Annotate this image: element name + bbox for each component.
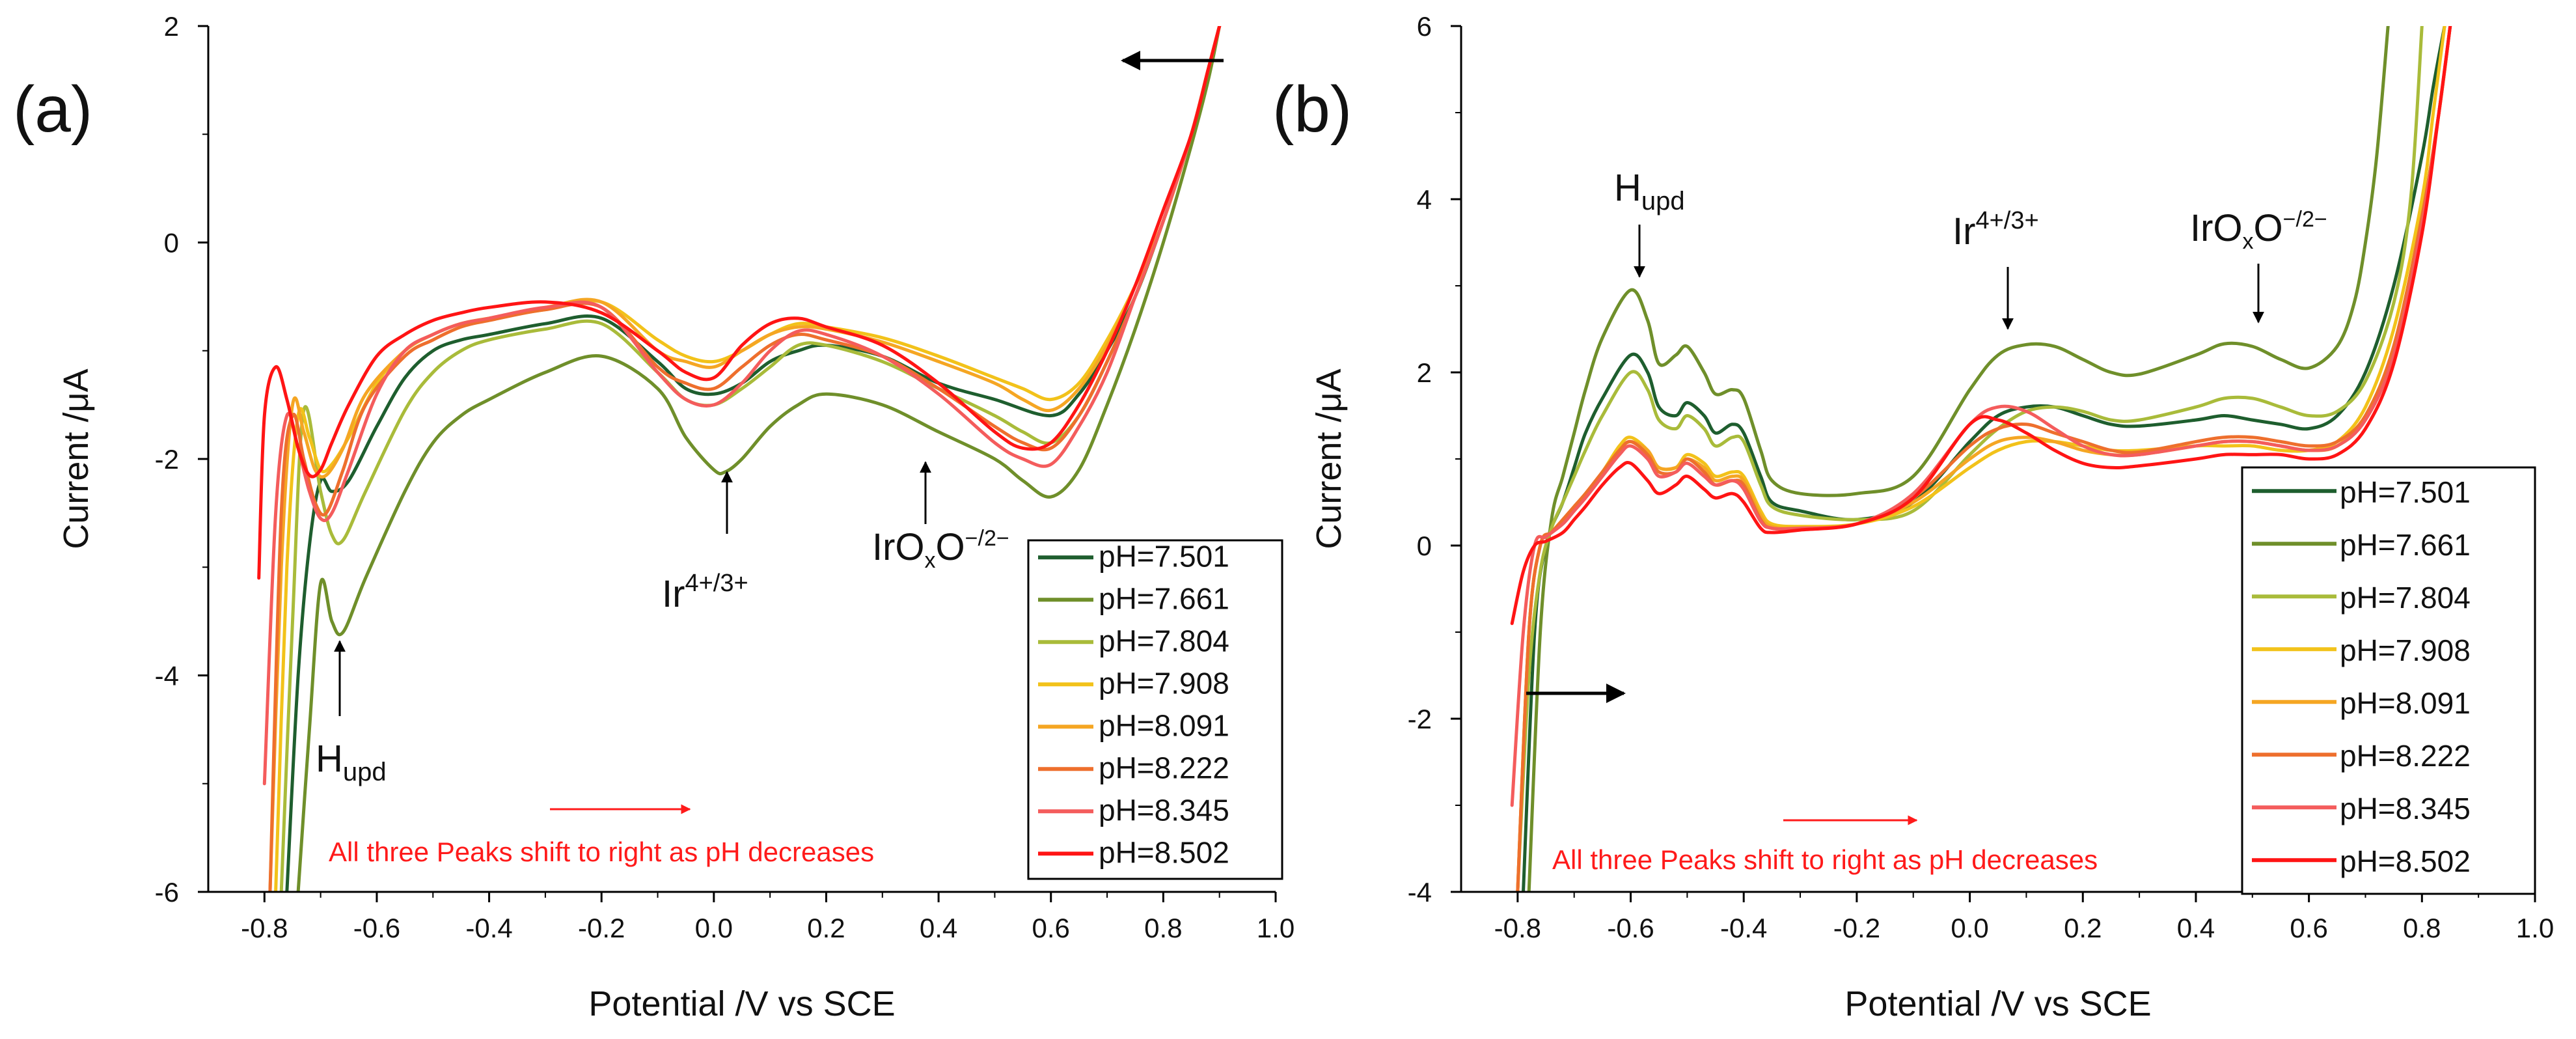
legend-label: pH=8.502: [1099, 835, 1229, 869]
panel-a-y-tick-label: -6: [155, 877, 179, 907]
panel-a-label: (a): [13, 73, 92, 146]
panel-b-ir-label: Ir4+/3+: [1953, 207, 2039, 253]
panel-a-series-pH-8_345: [262, 26, 1222, 786]
panel-b-series-pH-7_804: [1516, 26, 2424, 892]
panel-b-y-tick-label: -2: [1408, 704, 1432, 734]
panel-a-legend: pH=7.501 pH=7.661 pH=7.804 pH=7.908 pH=8.091…: [1027, 539, 1283, 880]
panel-a-x-tick-label: -0.8: [241, 913, 288, 943]
panel-a: (a) -0.8 -0.6 -0.4 -0.2 0.0 0.2 0.4 0.6 0.8 1.0 -6…: [13, 11, 1295, 1023]
legend-label: pH=7.501: [2340, 475, 2471, 509]
legend-label: pH=8.345: [2340, 792, 2471, 825]
panel-b-x-tick-label: 0.0: [1951, 913, 1988, 943]
panel-b-x-tick-label: 0.8: [2403, 913, 2441, 943]
panel-b-y-tick-label: 0: [1417, 531, 1432, 561]
panel-a-x-tick-label: 0.2: [807, 913, 845, 943]
legend-label: pH=8.091: [1099, 708, 1229, 742]
panel-b-irox-label: IrOxO−/2−: [2190, 207, 2327, 254]
panel-a-ir-label: Ir4+/3+: [662, 570, 748, 615]
panel-a-y-tick-label: 0: [164, 228, 179, 258]
panel-a-irox-label: IrOxO−/2−: [872, 526, 1009, 573]
panel-b-x-label: Potential /V vs SCE: [1844, 984, 2151, 1023]
panel-a-shift-note: All three Peaks shift to right as pH dec…: [329, 837, 874, 867]
panel-b-series-pH-7_661: [1527, 26, 2390, 892]
legend-label: pH=7.804: [1099, 624, 1229, 658]
panel-a-series-pH-8_091: [268, 26, 1222, 892]
panel-b-curves: [1510, 26, 2452, 892]
panel-a-hupd-label: Hupd: [316, 738, 387, 786]
panel-a-series-pH-7_908: [274, 26, 1222, 892]
panel-a-x-tick-label: 0.6: [1032, 913, 1070, 943]
legend-label: pH=8.222: [2340, 739, 2471, 773]
legend-label: pH=7.804: [2340, 581, 2471, 615]
panel-b-y-tick-label: -4: [1408, 877, 1432, 907]
panel-a-x-tick-label: -0.2: [578, 913, 625, 943]
panel-a-x-tick-label: 0.0: [695, 913, 733, 943]
panel-b-x-tick-label: 0.4: [2177, 913, 2215, 943]
legend-label: pH=7.908: [2340, 633, 2471, 667]
panel-b-y-tick-label: 6: [1417, 11, 1432, 42]
panel-a-x-tick-label: 0.4: [920, 913, 957, 943]
legend-label: pH=7.661: [1099, 581, 1229, 615]
panel-a-y-tick-label: -4: [155, 661, 179, 691]
panel-a-x-label: Potential /V vs SCE: [588, 984, 895, 1023]
legend-label: pH=8.222: [1099, 751, 1229, 784]
panel-a-curves: [257, 26, 1222, 892]
legend-label: pH=7.501: [1099, 539, 1229, 573]
panel-b-legend: pH=7.501 pH=7.661 pH=7.804 pH=7.908 pH=8.091…: [2241, 466, 2536, 895]
panel-b-x-tick-label: -0.8: [1494, 913, 1541, 943]
panel-b-x-tick-label: 0.2: [2064, 913, 2102, 943]
panel-b-x-tick-label: 1.0: [2516, 913, 2554, 943]
panel-b-x-tick-label: 0.6: [2290, 913, 2327, 943]
legend-label: pH=8.091: [2340, 686, 2471, 720]
panel-a-series-pH-8_502: [257, 26, 1222, 580]
panel-b: (b) -0.8 -0.6 -0.4 -0.2 0.0 0.2 0.4 0.6 0.8 1.0 -4…: [1272, 11, 2554, 1023]
legend-label: pH=8.502: [2340, 844, 2471, 878]
legend-label: pH=8.345: [1099, 793, 1229, 827]
panel-b-label: (b): [1272, 73, 1352, 146]
panel-b-y-tick-label: 2: [1417, 357, 1432, 388]
panel-a-x-tick-label: -0.4: [465, 913, 512, 943]
legend-label: pH=7.661: [2340, 528, 2471, 562]
panel-b-series-pH-8_502: [1510, 26, 2452, 626]
panel-a-x-tick-label: -0.6: [353, 913, 400, 943]
panel-a-y-tick-label: -2: [155, 444, 179, 475]
panel-b-x-tick-label: -0.6: [1607, 913, 1654, 943]
panel-a-series-pH-7_501: [285, 26, 1222, 892]
panel-b-y-label: Current /μA: [1309, 368, 1349, 549]
panel-b-shift-note: All three Peaks shift to right as pH dec…: [1552, 844, 2098, 875]
panel-b-y-tick-label: 4: [1417, 184, 1432, 215]
legend-label: pH=7.908: [1099, 666, 1229, 700]
panel-a-x-tick-label: 0.8: [1144, 913, 1182, 943]
panel-a-y-label: Current /μA: [57, 368, 96, 549]
panel-a-y-tick-label: 2: [164, 11, 179, 42]
panel-a-x-tick-label: 1.0: [1257, 913, 1295, 943]
panel-a-series-pH-8_222: [268, 26, 1222, 892]
panel-b-x-tick-label: -0.2: [1833, 913, 1880, 943]
panel-b-x-tick-label: -0.4: [1720, 913, 1767, 943]
panel-b-hupd-label: Hupd: [1614, 167, 1685, 215]
